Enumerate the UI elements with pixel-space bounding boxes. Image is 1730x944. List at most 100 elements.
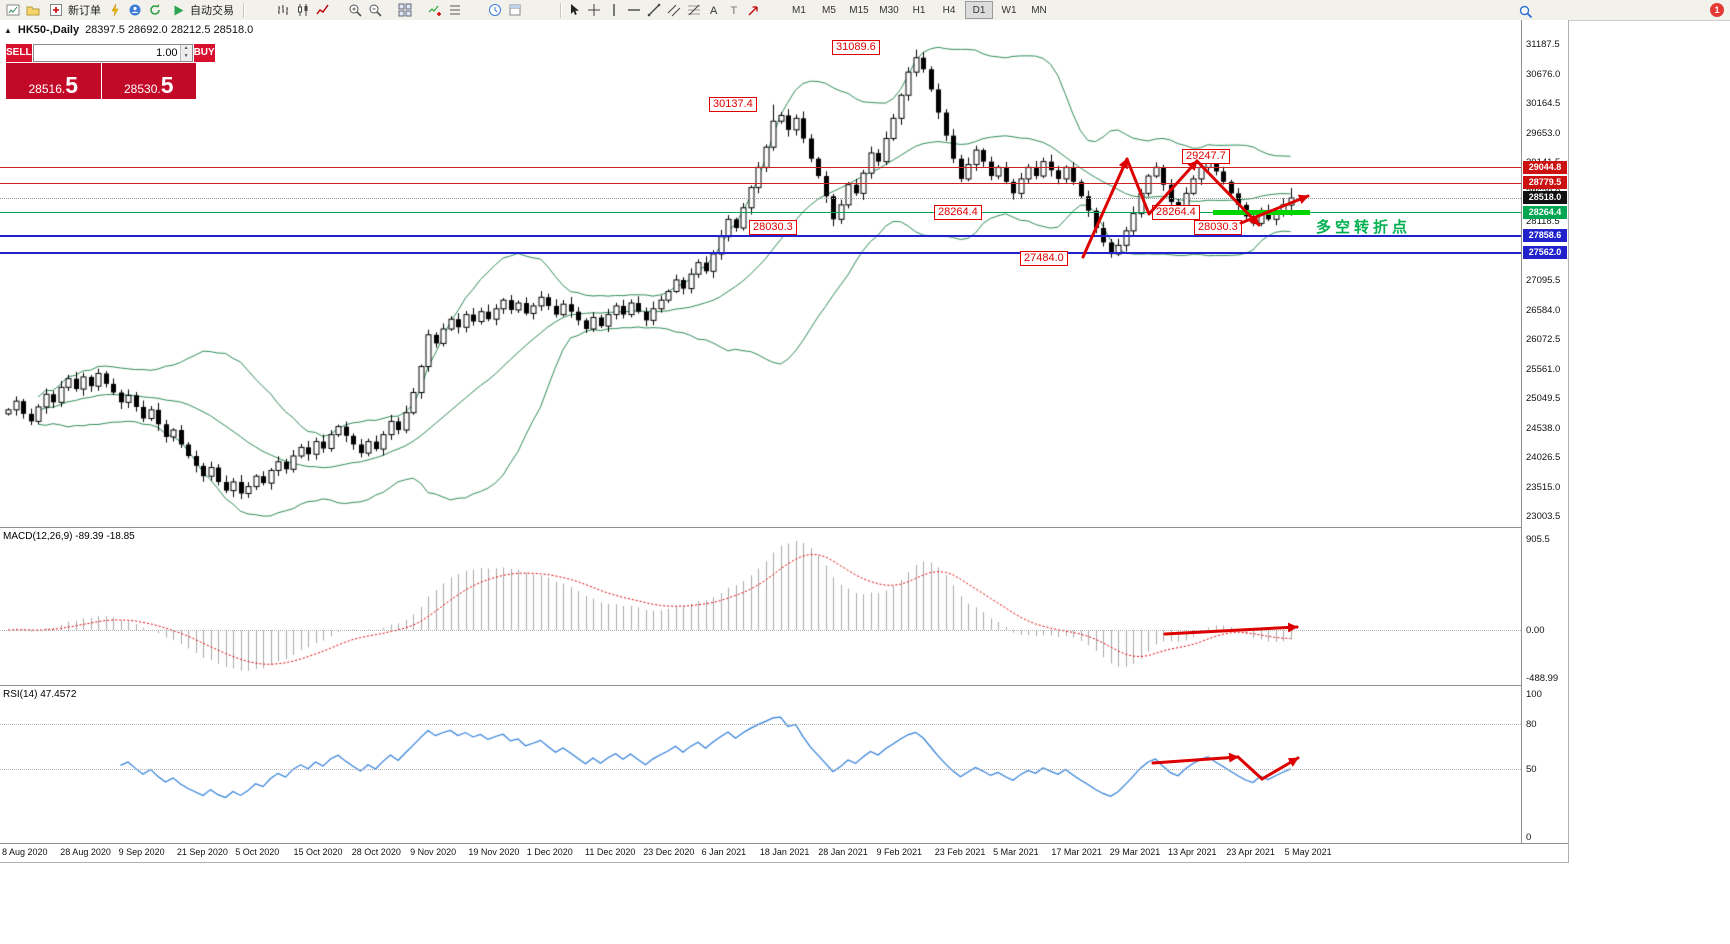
indicators-icon[interactable] (426, 1, 444, 19)
timeframe-h4[interactable]: H4 (942, 4, 956, 16)
price-tick: 26072.5 (1526, 334, 1561, 346)
timeframe-m15[interactable]: M15 (849, 4, 869, 16)
date-label: 23 Apr 2021 (1226, 847, 1275, 857)
macd-axis-label: 0.00 (1526, 625, 1545, 636)
zoom-in-icon[interactable] (346, 1, 364, 19)
price-tick: 29653.0 (1526, 127, 1561, 139)
line-chart-icon[interactable] (314, 1, 332, 19)
date-label: 9 Sep 2020 (118, 847, 165, 857)
date-label: 18 Jan 2021 (759, 847, 810, 857)
new-order-button[interactable]: 新订单 (42, 1, 106, 19)
window-tools-group (4, 1, 42, 19)
price-axis[interactable]: 31187.530676.030164.529653.029141.528630… (1521, 20, 1568, 843)
macd-axis-label: 905.5 (1526, 533, 1550, 545)
price-tick: 31187.5 (1526, 39, 1560, 50)
date-axis[interactable]: 8 Aug 2020 28 Aug 2020 9 Sep 2020 21 Sep 20… (0, 844, 1568, 862)
price-tick: 23003.5 (1526, 511, 1561, 523)
horizontal-line-icon[interactable] (625, 1, 643, 19)
price-axis-badge-27562.0: 27562.0 (1523, 246, 1567, 260)
timeframe-m1[interactable]: M1 (792, 4, 806, 16)
date-label: 29 Mar 2021 (1109, 847, 1161, 857)
volume-increase-button[interactable]: ▲ (180, 45, 192, 53)
buy-price-display[interactable]: 28530. 5 (101, 63, 196, 99)
timeframe-m5[interactable]: M5 (822, 4, 836, 16)
volume-decrease-button[interactable]: ▼ (180, 53, 192, 61)
candlestick-chart-icon[interactable] (294, 1, 312, 19)
bar-chart-icon[interactable] (274, 1, 292, 19)
buy-price-main: 28530. (124, 82, 161, 96)
volume-input[interactable] (33, 45, 180, 61)
date-label: 5 May 2021 (1284, 847, 1332, 857)
price-tick: 27095.5 (1526, 275, 1561, 287)
price-tick: 30676.0 (1526, 68, 1561, 80)
crosshair-icon[interactable] (585, 1, 603, 19)
autotrading-button[interactable]: 自动交易 (164, 1, 239, 19)
new-order-label: 新订单 (68, 5, 101, 17)
date-label: 21 Sep 2020 (176, 847, 228, 857)
svg-text:A: A (710, 5, 718, 17)
fibonacci-icon[interactable] (685, 1, 703, 19)
zoom-out-icon[interactable] (366, 1, 384, 19)
price-tick: 26584.0 (1526, 304, 1561, 316)
tile-windows-icon[interactable] (396, 1, 414, 19)
notification-badge[interactable]: 1 (1710, 3, 1724, 17)
vertical-line-icon[interactable] (605, 1, 623, 19)
price-tick: 28118.5 (1526, 216, 1560, 228)
community-icon[interactable] (126, 1, 144, 19)
quick-tools-group (106, 1, 164, 19)
date-label: 28 Aug 2020 (60, 847, 111, 857)
refresh-icon[interactable] (146, 1, 164, 19)
channel-icon[interactable] (665, 1, 683, 19)
sell-price-main: 28516. (28, 82, 66, 96)
price-tick: 25561.0 (1526, 363, 1561, 375)
profiles-icon[interactable] (24, 1, 42, 19)
timeframe-h1[interactable]: H1 (912, 4, 926, 16)
price-axis-badge-29044.8: 29044.8 (1523, 160, 1567, 174)
lightning-icon[interactable] (106, 1, 124, 19)
date-label: 23 Feb 2021 (934, 847, 986, 857)
date-axis-separator (0, 843, 1568, 844)
arrows-tool-icon[interactable] (745, 1, 763, 19)
timeframe-m30[interactable]: M30 (879, 4, 899, 16)
text-label-icon[interactable]: T (725, 1, 743, 19)
one-click-collapse-icon[interactable]: ▲ (4, 25, 12, 35)
macd-panel-separator[interactable] (0, 527, 1568, 528)
toolbar-separator (243, 2, 244, 18)
text-icon[interactable]: A (705, 1, 723, 19)
trendline-icon[interactable] (645, 1, 663, 19)
turning-point-line[interactable] (1213, 210, 1310, 215)
sell-price-display[interactable]: 28516. 5 (6, 63, 101, 99)
sell-button[interactable]: SELL (6, 44, 32, 62)
chart-canvas[interactable] (0, 20, 1568, 862)
search-icon[interactable] (1516, 2, 1534, 20)
date-label: 1 Dec 2020 (526, 847, 573, 857)
period-tools-group (486, 1, 524, 19)
period-clock-icon[interactable] (486, 1, 504, 19)
date-label: 5 Mar 2021 (993, 847, 1039, 857)
rsi-label: RSI(14) 47.4572 (3, 689, 77, 700)
timeframe-d1[interactable]: D1 (965, 1, 993, 19)
templates-icon[interactable] (506, 1, 524, 19)
date-label: 28 Jan 2021 (818, 847, 868, 857)
zoom-group (346, 1, 384, 19)
rsi-axis-label: 50 (1526, 763, 1537, 775)
price-axis-badge-27858.6: 27858.6 (1523, 229, 1567, 243)
chart-window: 31089.6 30137.4 29247.7 28264.4 28030.3 27484… (0, 20, 1569, 863)
volume-spinner: ▲ ▼ (179, 45, 192, 61)
timeframe-group: M1 M5 M15 M30 H1 H4 D1 W1 MN (785, 1, 1053, 19)
macd-label: MACD(12,26,9) -89.39 -18.85 (3, 531, 135, 542)
objects-list-icon[interactable] (446, 1, 464, 19)
price-tick: 24538.0 (1526, 422, 1561, 434)
chart-type-group (274, 1, 332, 19)
date-label: 17 Mar 2021 (1051, 847, 1102, 857)
toolbar-separator (560, 2, 561, 18)
rsi-panel-separator[interactable] (0, 685, 1568, 686)
autotrading-label: 自动交易 (190, 5, 234, 17)
timeframe-w1[interactable]: W1 (1001, 4, 1017, 16)
timeframe-mn[interactable]: MN (1031, 4, 1047, 16)
rsi-axis-label: 100 (1526, 689, 1542, 700)
buy-button[interactable]: BUY (193, 44, 215, 62)
date-label: 23 Dec 2020 (643, 847, 695, 857)
cursor-icon[interactable] (565, 1, 583, 19)
new-chart-icon[interactable] (4, 1, 22, 19)
